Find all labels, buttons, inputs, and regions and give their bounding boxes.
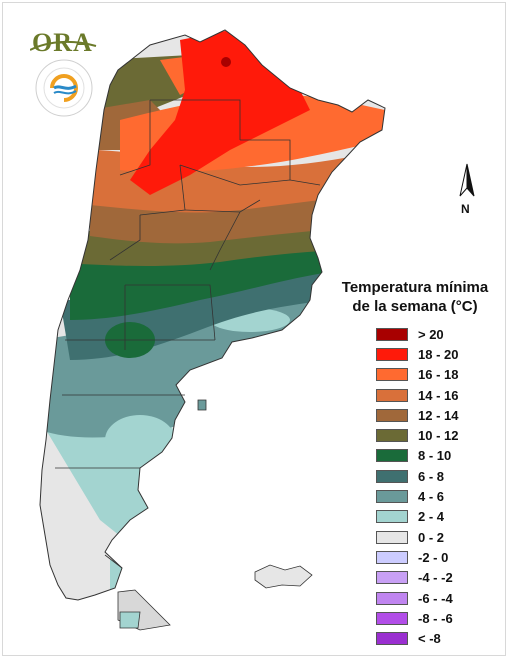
legend-swatch <box>376 469 408 483</box>
legend: Temperatura mínima de la semana (°C) > 2… <box>330 278 500 649</box>
legend-label: 2 - 4 <box>418 509 445 525</box>
legend-item: 12 - 14 <box>376 405 500 425</box>
ora-logo: ORA <box>30 28 100 120</box>
north-arrow-icon <box>459 163 475 197</box>
legend-label: 6 - 8 <box>418 468 445 484</box>
legend-swatch <box>376 368 408 382</box>
legend-item: 4 - 6 <box>376 486 500 506</box>
legend-item: > 20 <box>376 324 500 344</box>
legend-label: -8 - -6 <box>418 610 453 626</box>
legend-label: < -8 <box>418 631 441 647</box>
legend-swatch <box>376 408 408 422</box>
islands <box>117 399 313 631</box>
legend-label: 12 - 14 <box>418 407 459 423</box>
legend-item: 18 - 20 <box>376 344 500 364</box>
page-frame <box>2 2 506 656</box>
legend-label: 18 - 20 <box>418 346 459 362</box>
legend-swatch <box>376 347 408 361</box>
legend-item: 6 - 8 <box>376 466 500 486</box>
legend-swatch <box>376 611 408 625</box>
legend-label: 4 - 6 <box>418 489 445 505</box>
legend-item: 14 - 16 <box>376 385 500 405</box>
legend-title-line2: de la semana (°C) <box>352 298 478 315</box>
legend-label: 8 - 10 <box>418 448 452 464</box>
legend-label: -2 - 0 <box>418 549 449 565</box>
legend-label: > 20 <box>418 326 444 342</box>
legend-item: -8 - -6 <box>376 608 500 628</box>
legend-item: 10 - 12 <box>376 425 500 445</box>
legend-item: 2 - 4 <box>376 507 500 527</box>
legend-label: 10 - 12 <box>418 428 459 444</box>
legend-swatch <box>376 327 408 341</box>
legend-swatch <box>376 571 408 585</box>
legend-item: -6 - -4 <box>376 588 500 608</box>
legend-title-line1: Temperatura mínima <box>341 279 489 296</box>
country-outline <box>39 29 386 601</box>
legend-label: 16 - 18 <box>418 367 459 383</box>
legend-item: < -8 <box>376 628 500 648</box>
legend-item: 8 - 10 <box>376 446 500 466</box>
province-borders <box>55 99 321 569</box>
legend-swatch <box>376 550 408 564</box>
legend-swatch <box>376 388 408 402</box>
legend-swatch <box>376 429 408 443</box>
legend-swatch <box>376 591 408 605</box>
legend-label: 14 - 16 <box>418 387 459 403</box>
legend-label: -6 - -4 <box>418 590 453 606</box>
legend-swatch <box>376 449 408 463</box>
legend-label: 0 - 2 <box>418 529 445 545</box>
legend-item: -2 - 0 <box>376 547 500 567</box>
legend-swatch <box>376 530 408 544</box>
legend-item: 16 - 18 <box>376 365 500 385</box>
seal-icon <box>30 40 97 117</box>
legend-swatch <box>376 632 408 646</box>
legend-label: -4 - -2 <box>418 570 453 586</box>
legend-items: > 20 18 - 20 16 - 18 14 - 16 12 - 14 10 - 12 8… <box>376 324 500 649</box>
legend-item: 0 - 2 <box>376 527 500 547</box>
legend-swatch <box>376 490 408 504</box>
legend-item: -4 - -2 <box>376 568 500 588</box>
north-label: N <box>461 202 470 216</box>
compass: N <box>452 160 482 220</box>
legend-swatch <box>376 510 408 524</box>
